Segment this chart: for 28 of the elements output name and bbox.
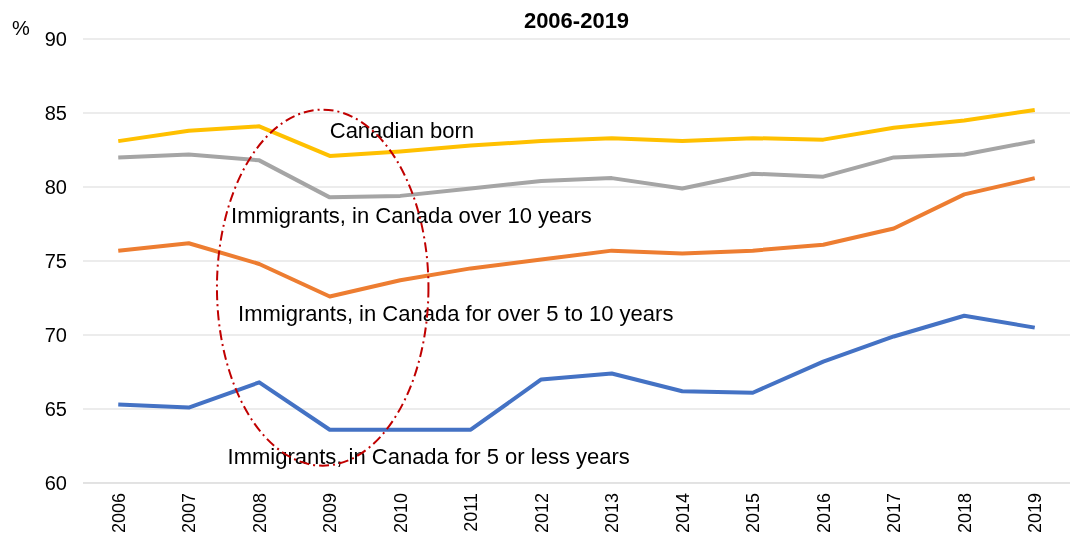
y-tick-label: 80 — [44, 176, 67, 198]
x-tick-label: 2019 — [1025, 493, 1046, 534]
y-tick-label: 75 — [44, 250, 67, 272]
y-tick-label: 60 — [44, 472, 67, 494]
x-tick-label: 2008 — [249, 493, 270, 534]
y-tick-label: 65 — [44, 398, 67, 420]
x-tick-label: 2014 — [672, 493, 693, 534]
chart-title: 2006-2019 — [523, 8, 630, 33]
x-tick-label: 2010 — [390, 493, 411, 534]
y-tick-label: 70 — [44, 324, 67, 346]
x-tick-label: 2011 — [461, 493, 482, 532]
series-label: Immigrants, in Canada over 10 years — [231, 202, 592, 228]
x-tick-label: 2013 — [602, 493, 623, 534]
x-tick-label: 2012 — [531, 493, 552, 534]
y-tick-label: 85 — [44, 102, 67, 124]
x-tick-label: 2017 — [884, 493, 905, 534]
x-tick-label: 2007 — [179, 493, 200, 534]
x-tick-label: 2009 — [320, 493, 341, 534]
line-series — [116, 176, 1037, 299]
x-tick-label: 2015 — [743, 493, 764, 534]
y-tick-label: 90 — [44, 28, 67, 50]
series-label: Canadian born — [329, 118, 475, 144]
x-tick-label: 2006 — [108, 493, 129, 534]
y-axis-title: % — [12, 17, 30, 39]
x-tick-label: 2016 — [813, 493, 834, 534]
line-series — [116, 108, 1037, 158]
line-series — [116, 139, 1037, 200]
x-tick-label: 2018 — [954, 493, 975, 534]
